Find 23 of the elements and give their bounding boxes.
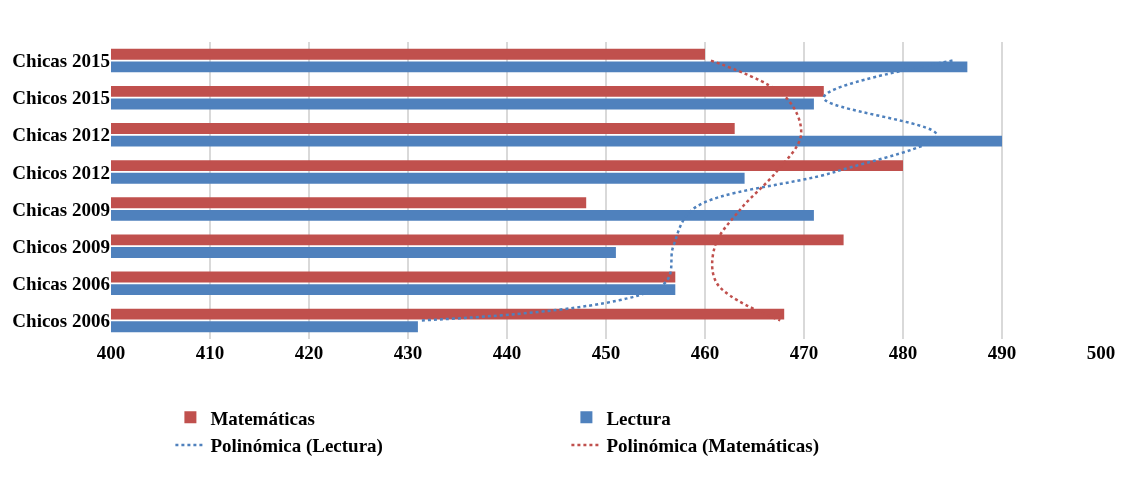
x-tick-label: 480 bbox=[888, 342, 918, 363]
legend-label: Polinómica (Matemáticas) bbox=[606, 435, 820, 458]
y-tick-label: Chicos 2006 bbox=[12, 310, 110, 332]
x-tick-label: 430 bbox=[393, 342, 423, 363]
x-tick-label: 500 bbox=[1086, 342, 1116, 363]
x-tick-label: 440 bbox=[492, 342, 522, 363]
y-tick-label: Chicos 2012 bbox=[12, 161, 110, 183]
x-tick-label: 470 bbox=[789, 342, 819, 363]
y-tick-label: Chicos 2009 bbox=[12, 235, 110, 257]
x-tick-label: 460 bbox=[690, 342, 720, 363]
x-tick-label: 400 bbox=[96, 342, 126, 363]
legend-label: Lectura bbox=[606, 407, 672, 429]
x-tick-label: 490 bbox=[987, 342, 1017, 363]
y-tick-label: Chicas 2015 bbox=[12, 50, 110, 72]
x-tick-label: 420 bbox=[294, 342, 324, 363]
x-tick-label: 450 bbox=[591, 342, 621, 363]
y-tick-label: Chicas 2012 bbox=[12, 124, 110, 146]
y-tick-label: Chicas 2009 bbox=[12, 198, 110, 220]
legend-label: Matemáticas bbox=[210, 407, 315, 429]
legend-label: Polinómica (Lectura) bbox=[210, 435, 383, 458]
y-tick-label: Chicos 2015 bbox=[12, 87, 110, 109]
x-tick-label: 410 bbox=[195, 342, 225, 363]
y-tick-label: Chicas 2006 bbox=[12, 272, 110, 294]
